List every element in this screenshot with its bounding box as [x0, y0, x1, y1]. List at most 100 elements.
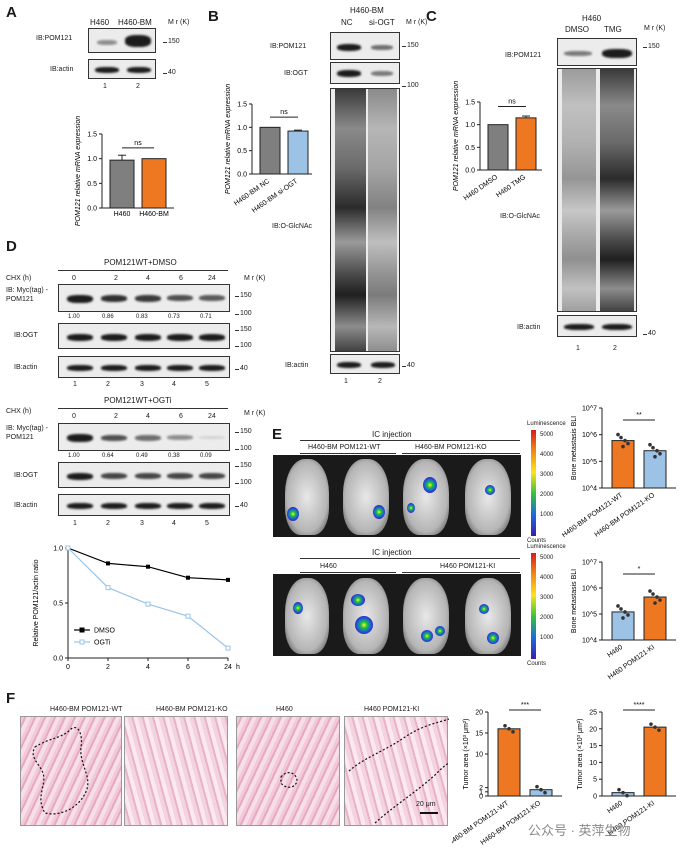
scalebar	[420, 812, 438, 814]
ratio-dmso-6: 0.73	[168, 314, 180, 320]
bar	[141, 158, 167, 209]
chx2-6: 6	[179, 413, 183, 420]
data-point	[621, 444, 625, 449]
scale-top-5000: 5000	[540, 432, 554, 438]
scale-top-1000: 1000	[540, 512, 554, 518]
data-point	[653, 725, 657, 729]
e-ki-underline	[402, 572, 520, 573]
d2-lane-4: 4	[172, 520, 176, 527]
y-axis-label: Relative POM121/actin ratio	[33, 559, 40, 646]
f-label-ki: H460 POM121-KI	[364, 706, 420, 713]
ib-oglcnac-label-b: IB:O-GlcNAc	[272, 223, 313, 230]
y-axis-label: Bone metastasis BLI	[571, 416, 578, 480]
data-point	[658, 451, 662, 456]
luminescence-bottom: Luminescence	[527, 544, 566, 550]
y-axis-label: Bone metastasis BLI	[571, 569, 578, 633]
mw-150-b: 150	[402, 42, 419, 49]
f-label-wt: H460-BM POM121-WT	[50, 706, 123, 713]
mw-100-d4: 100	[235, 479, 252, 486]
panel-label-f: F	[6, 690, 16, 707]
sig-label: *	[638, 566, 641, 573]
bar	[109, 159, 135, 209]
chx-2: 2	[114, 275, 118, 282]
data-point	[225, 645, 231, 651]
he-image-ko	[124, 716, 228, 826]
chart-c: 0.0 0.5 1.0 1.5 POM121 relative mRNA express…	[453, 81, 542, 202]
blot-title-b: H460-BM	[350, 6, 384, 15]
y-tick-label: 10^5	[582, 459, 597, 466]
sig-label: ***	[521, 702, 529, 709]
d1-lane-3: 3	[140, 381, 144, 388]
y-tick-label: 0.0	[53, 656, 63, 663]
y-axis-label: POM121 relative mRNA expression	[75, 116, 82, 226]
data-point	[145, 601, 151, 607]
d-bottom-underline	[58, 408, 228, 409]
legend-marker	[79, 627, 85, 633]
data-point	[653, 454, 657, 459]
lane-label-h460-bm: H460-BM	[118, 18, 152, 27]
mw-40-c: 40	[643, 330, 656, 337]
chart-e-top: 10^4 10^5 10^6 10^7 Bone metastasis BLI H460-…	[562, 406, 676, 539]
ic-injection-bottom: IC injection	[372, 548, 412, 557]
ratio-dmso-4: 0.83	[136, 314, 148, 320]
bar	[643, 450, 667, 489]
y-tick-label: 10^5	[582, 612, 597, 619]
data-point	[186, 575, 190, 580]
y-axis-label: POM121 relative mRNA expression	[225, 84, 232, 194]
scale-bottom-1000: 1000	[540, 635, 554, 641]
scale-bottom-3000: 3000	[540, 595, 554, 601]
data-point	[626, 441, 630, 446]
myc-label-top: IB: Myc(tag) -POM121	[6, 287, 49, 303]
scale-top-2000: 2000	[540, 492, 554, 498]
y-tick-label: 1.0	[237, 125, 247, 132]
blot-d-actin-ogti	[58, 494, 230, 516]
chx2-2: 2	[114, 413, 118, 420]
x-tick-label: 2	[106, 664, 110, 671]
mw-150-c: 150	[643, 43, 660, 50]
blot-title-c: H460	[582, 14, 602, 23]
data-point	[616, 604, 620, 608]
e-group-wt: H460-BM POM121-WT	[308, 444, 381, 451]
e-group-ko: H460-BM POM121-KO	[415, 444, 487, 451]
legend-marker	[79, 639, 85, 645]
lane-2-b: 2	[378, 378, 382, 385]
data-point	[648, 589, 652, 593]
d1-lane-5: 5	[205, 381, 209, 388]
scale-top-4000: 4000	[540, 452, 554, 458]
x-tick-label: H460	[114, 211, 131, 218]
x-tick-label: 6	[186, 664, 190, 671]
scale-bottom-4000: 4000	[540, 575, 554, 581]
y-tick-label: 10^7	[582, 406, 597, 413]
chx-6: 6	[179, 275, 183, 282]
data-point	[539, 787, 543, 792]
ratio-dmso-24: 0.71	[200, 314, 212, 320]
data-point	[535, 784, 539, 789]
y-tick-label: 1	[479, 789, 483, 796]
blot-d-actin-dmso	[58, 356, 230, 378]
scale-top-3000: 3000	[540, 472, 554, 478]
x-axis-label: h	[236, 664, 240, 671]
scale-bottom-5000: 5000	[540, 555, 554, 561]
data-point	[105, 585, 111, 591]
ib-pom121-label: IB:POM121	[36, 35, 73, 42]
watermark: 公众号 · 英萍生物	[528, 823, 631, 838]
mw-40-b: 40	[402, 362, 415, 369]
x-tick-label: 0	[66, 664, 70, 671]
chx2-24: 24	[208, 413, 216, 420]
y-tick-label: 0.0	[465, 168, 475, 175]
data-point	[653, 601, 657, 605]
data-point	[619, 607, 623, 611]
y-tick-label: 10^4	[582, 486, 597, 493]
bar	[487, 124, 509, 171]
data-point	[65, 545, 71, 551]
y-tick-label: 1.5	[87, 132, 97, 139]
ic-injection-top: IC injection	[372, 430, 412, 439]
d2-lane-1: 1	[73, 520, 77, 527]
lane-2: 2	[136, 83, 140, 90]
chx-0: 0	[72, 275, 76, 282]
ratio-ogti-2: 0.64	[102, 453, 114, 459]
y-tick-label: 1.5	[237, 102, 247, 109]
